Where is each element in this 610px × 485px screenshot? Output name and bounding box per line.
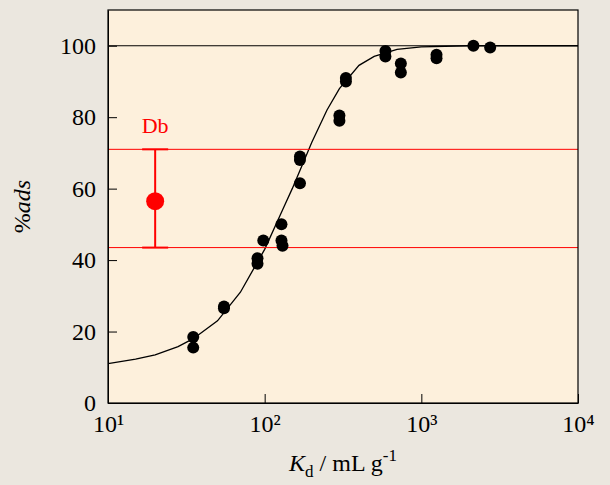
x-tick: 10⁴ — [562, 394, 594, 437]
x-axis: 10¹ 10² 10³ 10⁴ — [93, 394, 595, 437]
point — [294, 150, 306, 162]
y-tick-mark — [108, 260, 117, 261]
point — [275, 218, 287, 230]
point — [257, 234, 269, 246]
point — [340, 72, 352, 84]
point — [395, 67, 407, 79]
y-tick-label: 40 — [72, 247, 96, 273]
y-tick: 100 — [60, 33, 117, 59]
y-tick: 60 — [72, 176, 117, 202]
error-cap — [142, 148, 168, 150]
fit-curve — [108, 46, 578, 364]
y-tick: 0 — [84, 390, 117, 416]
point — [146, 192, 164, 210]
y-axis-line — [108, 11, 109, 404]
x-tick-label: 10¹ — [93, 411, 124, 437]
y-tick-mark — [108, 403, 117, 404]
y-tick-mark — [108, 332, 117, 333]
x-tick-label: 10³ — [406, 411, 437, 437]
x-axis-line — [109, 403, 579, 404]
chart: Db10¹10²10³10⁴020406080100Kd / mL g-1%ad… — [0, 0, 610, 485]
x-tick-mark — [421, 394, 422, 403]
x-tick-mark — [578, 394, 579, 403]
y-axis-title-part: % — [9, 213, 35, 233]
x-tick: 10² — [250, 394, 281, 437]
plot-frame — [108, 10, 578, 403]
y-tick-mark — [108, 189, 117, 190]
y-tick-label: 80 — [72, 104, 96, 130]
y-tick-mark — [108, 117, 117, 118]
point — [218, 301, 230, 313]
point — [379, 50, 391, 62]
y-tick-label: 100 — [60, 33, 96, 59]
point — [294, 177, 306, 189]
y-tick: 40 — [72, 247, 117, 273]
point — [277, 240, 289, 252]
y-tick-label: 20 — [72, 319, 96, 345]
y-tick: 80 — [72, 104, 117, 130]
plot-area — [108, 10, 578, 403]
point — [484, 42, 496, 54]
marks — [108, 40, 578, 364]
point — [187, 331, 199, 343]
x-tick-label: 10² — [250, 411, 281, 437]
y-axis-title-part: ads — [9, 180, 35, 213]
y-tick-label: 0 — [84, 390, 96, 416]
series-label: Db — [142, 113, 169, 138]
point — [187, 342, 199, 354]
y-axis-title: %ads — [9, 180, 35, 233]
background — [0, 0, 610, 485]
point — [431, 52, 443, 64]
error-cap — [142, 247, 168, 249]
error-band-upper — [108, 149, 578, 150]
error-band-lower — [108, 247, 578, 248]
point — [251, 258, 263, 270]
x-axis-title: Kd / mL g-1 — [288, 446, 397, 481]
x-axis-title-part: -1 — [383, 446, 397, 465]
point — [467, 40, 479, 52]
x-tick-label: 10⁴ — [562, 411, 594, 437]
y-tick-label: 60 — [72, 176, 96, 202]
point — [333, 115, 345, 127]
x-tick-mark — [265, 394, 266, 403]
y-axis: 0 20 40 60 80 100 — [60, 11, 117, 417]
x-tick: 10³ — [406, 394, 437, 437]
y-tick-mark — [108, 46, 117, 47]
x-axis-title-part: / mL g — [314, 450, 383, 476]
y-tick: 20 — [72, 319, 117, 345]
